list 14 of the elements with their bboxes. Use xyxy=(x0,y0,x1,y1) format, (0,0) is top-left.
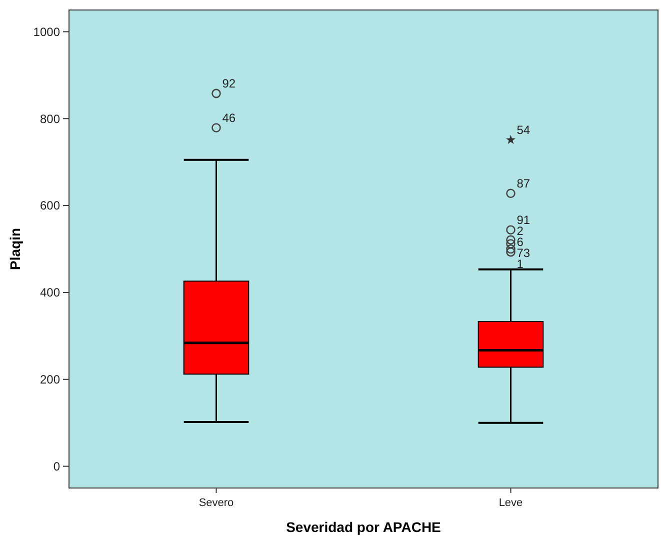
x-tick-label: Severo xyxy=(198,497,234,509)
y-tick-label: 0 xyxy=(53,459,60,474)
y-axis-title: Plaqin xyxy=(7,228,23,270)
annotation: 46 xyxy=(222,110,236,125)
annotation: 87 xyxy=(516,176,530,190)
y-tick-label: 800 xyxy=(40,112,60,126)
x-axis-title: Severidad por APACHE xyxy=(286,519,441,535)
y-tick-label: 400 xyxy=(40,286,60,300)
y-tick-label: 200 xyxy=(40,372,60,387)
y-tick-label: 600 xyxy=(40,198,60,213)
x-tick-label: Leve xyxy=(498,497,523,509)
annotation: 54 xyxy=(516,122,530,137)
annotation: 92 xyxy=(222,76,236,90)
y-tick-label: 1000 xyxy=(33,24,60,39)
